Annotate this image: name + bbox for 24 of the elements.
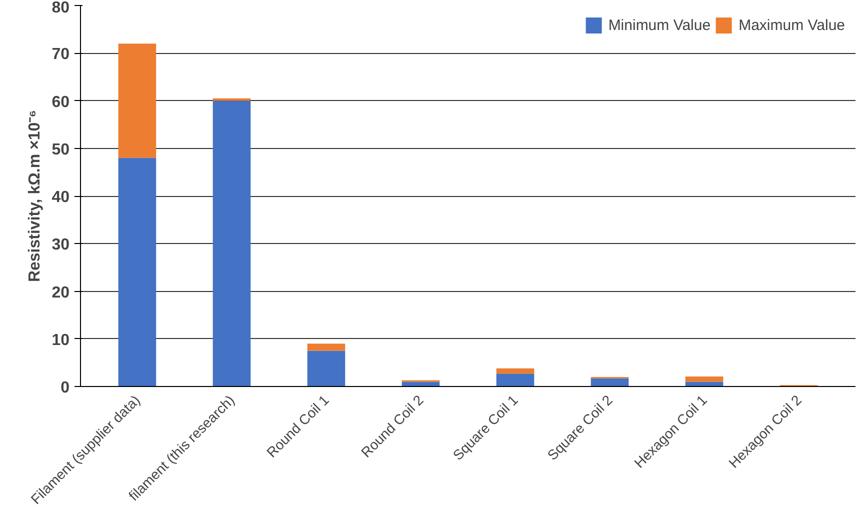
bar <box>402 382 440 386</box>
bar <box>307 350 346 386</box>
bar <box>685 376 724 382</box>
y-axis-title: Resistivity, kΩ.m ×10⁻⁶ <box>26 110 44 282</box>
bar <box>496 374 534 386</box>
y-tick-label: 10 <box>52 332 70 349</box>
bar <box>307 344 346 351</box>
y-tick-label: 30 <box>52 236 70 254</box>
bar <box>212 98 251 101</box>
legend-label: Maximum Value <box>738 16 845 34</box>
y-tick-label: 70 <box>52 46 70 64</box>
bar <box>590 378 629 386</box>
legend-label: Minimum Value <box>608 16 711 34</box>
y-tick-label: 60 <box>52 94 70 111</box>
bar <box>212 100 251 386</box>
y-tick-label: 50 <box>52 141 70 158</box>
bar <box>685 382 724 386</box>
y-tick-label: 20 <box>52 284 70 302</box>
bar <box>118 158 156 386</box>
y-tick-label: 40 <box>52 189 70 206</box>
y-tick-label: 80 <box>52 0 70 16</box>
bar <box>118 44 156 158</box>
y-tick-label: 0 <box>60 380 70 396</box>
bar <box>496 368 534 374</box>
